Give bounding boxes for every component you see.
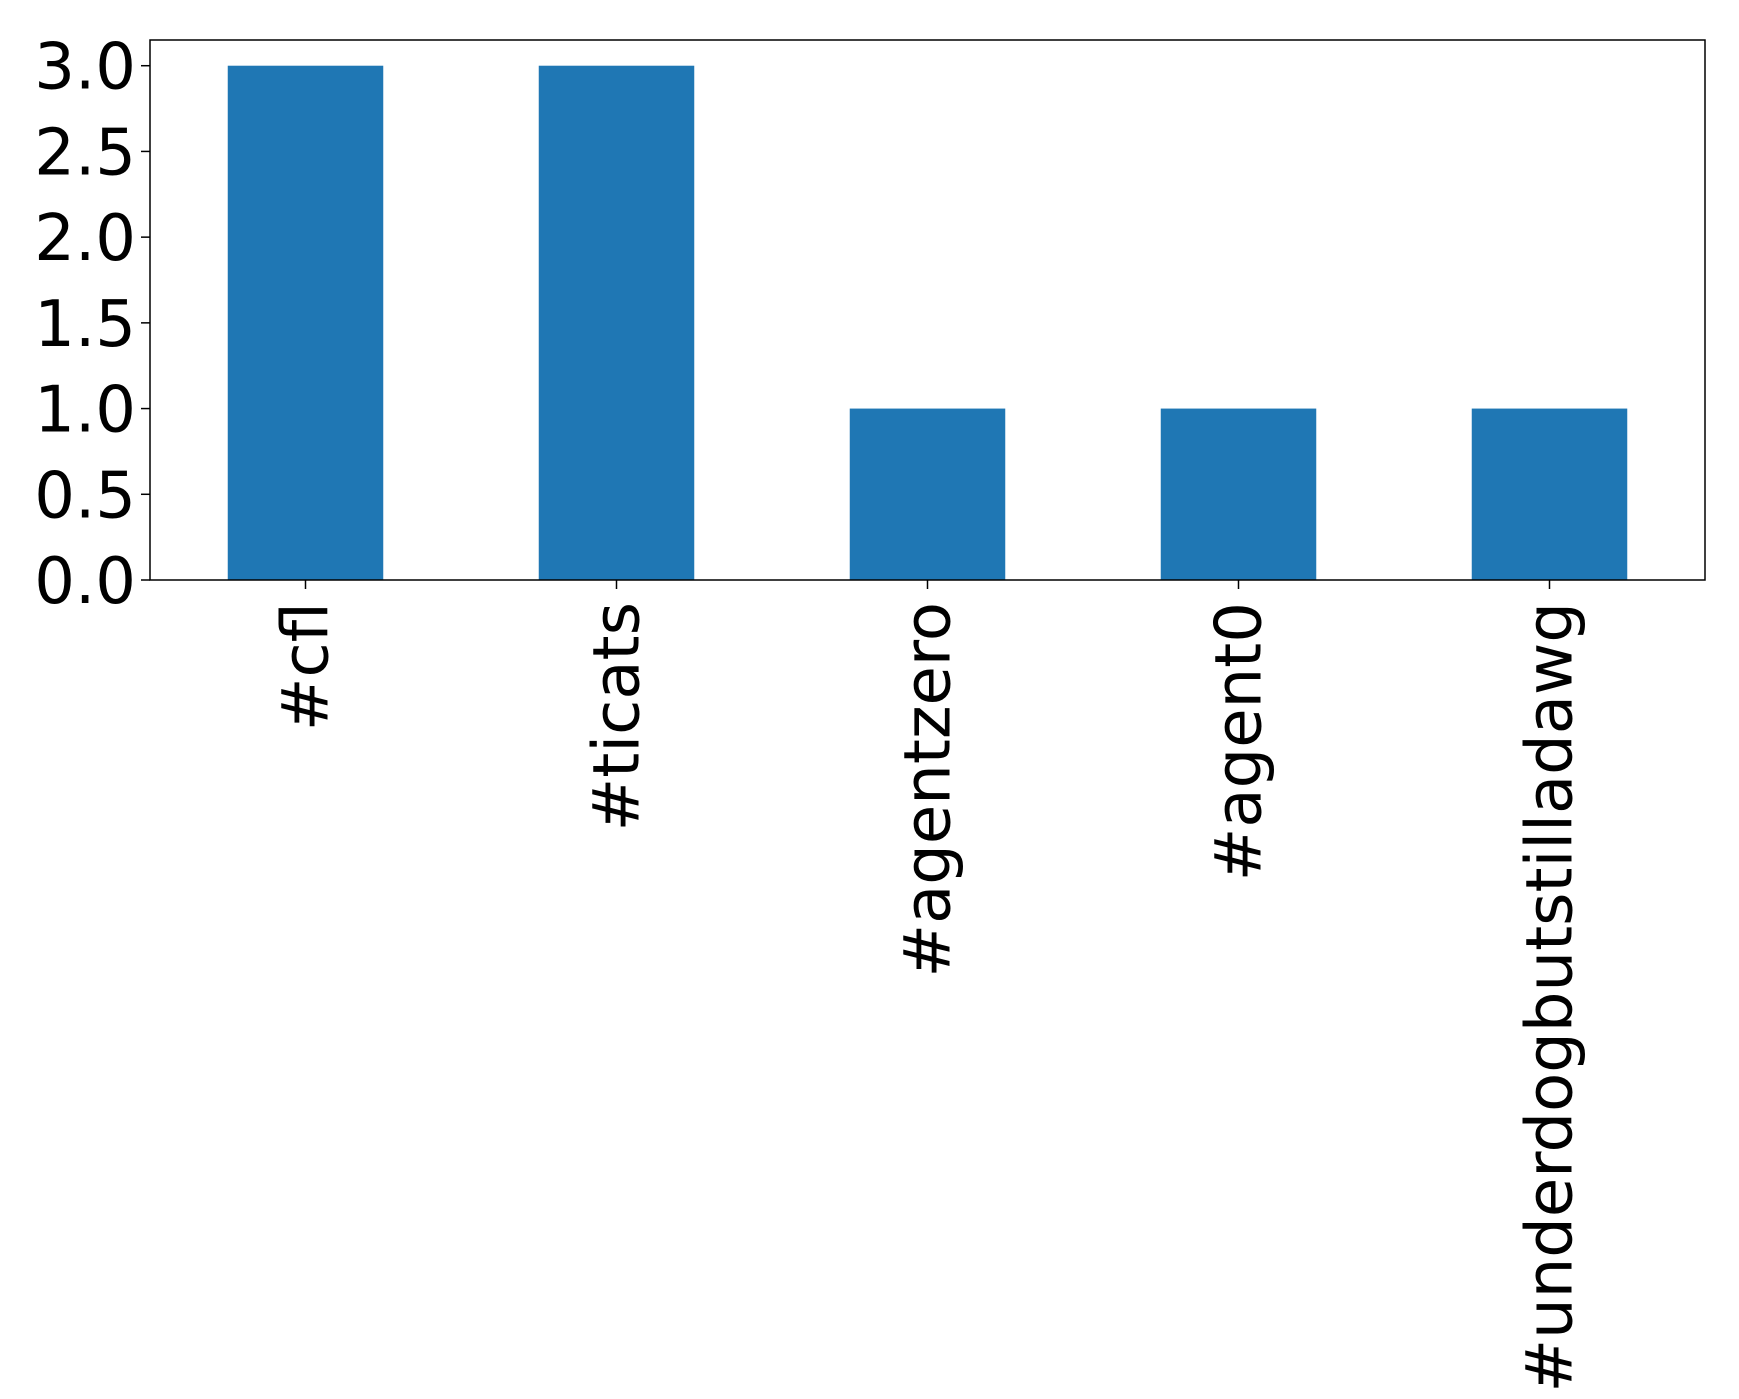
y-tick-label-3: 1.5 [34,288,136,362]
x-tick-label-2: #agentzero [892,602,966,978]
y-tick-label-0: 0.0 [34,545,136,619]
x-tick-label-1: #ticats [581,602,655,831]
y-tick-label-2: 1.0 [34,374,136,448]
x-tick-label-3: #agent0 [1203,602,1277,881]
bar-4 [1471,408,1628,580]
y-axis: 0.0 0.5 1.0 1.5 2.0 2.5 3.0 [34,31,150,619]
y-tick-label-6: 3.0 [34,31,136,105]
y-tick-label-5: 2.5 [34,116,136,190]
y-tick-label-1: 0.5 [34,459,136,533]
x-axis: #cfl #ticats #agentzero #agent0 #underdogbut… [270,580,1588,1392]
bars-group [227,65,1628,580]
bar-2 [849,408,1006,580]
bar-3 [1160,408,1317,580]
bar-0 [227,65,384,580]
y-tick-label-4: 2.0 [34,202,136,276]
x-tick-label-0: #cfl [270,602,344,731]
bar-1 [538,65,695,580]
x-tick-label-4: #underdogbutstilladawg [1514,602,1588,1392]
